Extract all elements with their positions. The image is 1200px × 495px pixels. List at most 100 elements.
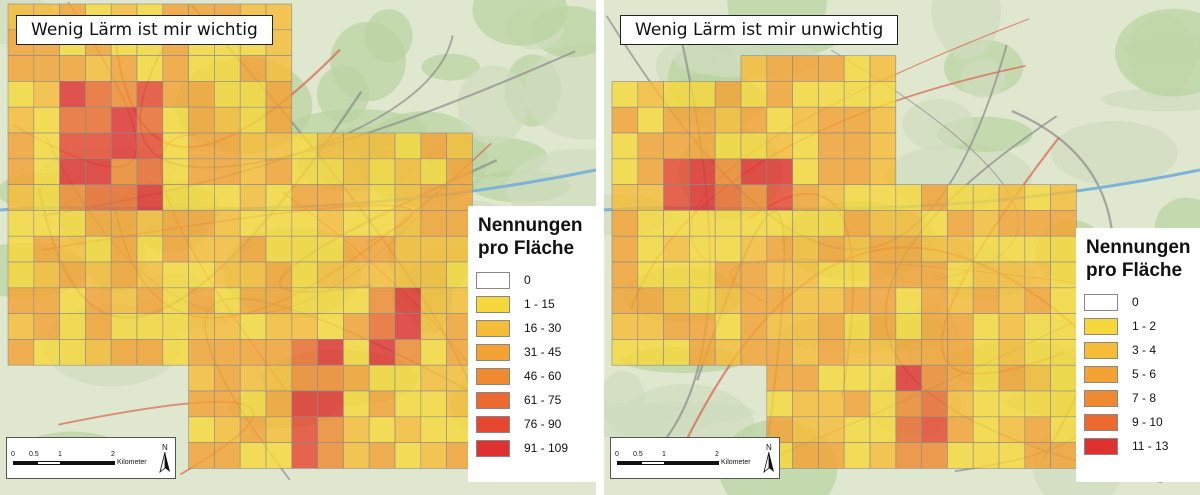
- grid-cell: [239, 210, 267, 237]
- grid-cell: [947, 364, 974, 392]
- grid-cell: [869, 210, 897, 237]
- grid-cell: [7, 106, 35, 134]
- grid-cell: [895, 442, 922, 469]
- grid-cell: [110, 106, 138, 134]
- grid-cell: [1024, 184, 1051, 211]
- grid-cell: [59, 55, 86, 82]
- grid-cell: [869, 364, 897, 392]
- grid-cell: [343, 313, 370, 340]
- grid-cell: [188, 106, 215, 134]
- grid-cell: [188, 261, 215, 289]
- grid-cell: [1050, 339, 1077, 366]
- legend-swatch: [476, 295, 510, 313]
- grid-cell: [291, 339, 318, 366]
- grid-cell: [239, 339, 267, 366]
- grid-cell: [239, 184, 267, 211]
- forest-area: [931, 0, 1001, 59]
- grid-cell: [343, 184, 370, 211]
- grid-cell: [998, 339, 1026, 366]
- grid-cell: [792, 106, 819, 134]
- grid-cell: [239, 158, 267, 185]
- grid-cell: [921, 313, 948, 340]
- grid-cell: [291, 158, 318, 185]
- grid-cell: [818, 132, 845, 160]
- grid-cell: [947, 339, 974, 366]
- grid-cell: [689, 210, 716, 237]
- legend-row: 7 - 8: [1084, 386, 1194, 410]
- grid-cell: [792, 132, 819, 160]
- grid-cell: [317, 158, 344, 185]
- grid-cell: [368, 416, 396, 443]
- grid-cell: [740, 132, 768, 160]
- grid-cell: [343, 158, 370, 185]
- grid-cell: [343, 442, 370, 469]
- grid-cell: [689, 106, 716, 134]
- grid-cell: [972, 390, 1000, 418]
- grid-cell: [214, 416, 241, 443]
- grid-cell: [265, 106, 293, 134]
- grid-cell: [33, 158, 60, 185]
- grid-cell: [1024, 313, 1051, 340]
- scale-tick-1: 1: [662, 451, 666, 458]
- grid-cell: [85, 339, 112, 366]
- grid-cell: [343, 287, 370, 314]
- grid-cell: [611, 287, 639, 314]
- forest-area: [1051, 120, 1178, 186]
- grid-cell: [265, 313, 293, 340]
- grid-cell: [1050, 390, 1077, 418]
- grid-cell: [7, 184, 35, 211]
- legend-rows: 0 1 - 15 16 - 30 31 - 45 46 - 60 61 - 75 76 - …: [476, 268, 586, 460]
- grid-cell: [394, 184, 422, 211]
- grid-cell: [921, 287, 948, 314]
- grid-cell: [368, 313, 396, 340]
- grid-cell: [33, 210, 60, 237]
- grid-cell: [766, 184, 793, 211]
- grid-cell: [394, 132, 422, 160]
- legend-swatch: [476, 343, 510, 361]
- grid-cell: [714, 261, 742, 289]
- grid-cell: [818, 210, 845, 237]
- grid-cell: [869, 287, 897, 314]
- legend-label: 3 - 4: [1132, 343, 1157, 357]
- map-panel-left: Wenig Lärm ist mir wichtig Nennungen pro…: [0, 0, 596, 495]
- grid-cell: [85, 81, 112, 108]
- grid-cell: [818, 261, 845, 289]
- grid-cell: [33, 81, 60, 108]
- map-panel-right: Wenig Lärm ist mir unwichtig Nennungen p…: [604, 0, 1200, 495]
- grid-cell: [59, 158, 86, 185]
- grid-cell: [420, 390, 447, 418]
- grid-cell: [446, 158, 473, 185]
- grid-cell: [188, 158, 215, 185]
- grid-cell: [239, 132, 267, 160]
- legend-row: 46 - 60: [476, 364, 586, 388]
- grid-cell: [188, 132, 215, 160]
- grid-cell: [766, 235, 793, 263]
- grid-cell: [136, 106, 164, 134]
- legend-row: 31 - 45: [476, 340, 586, 364]
- grid-cell: [265, 235, 293, 263]
- grid-cell: [947, 210, 974, 237]
- grid-cell: [921, 390, 948, 418]
- grid-cell: [792, 364, 819, 392]
- grid-cell: [420, 210, 447, 237]
- grid-cell: [214, 210, 241, 237]
- grid-cell: [265, 55, 293, 82]
- legend-row: 91 - 109: [476, 436, 586, 460]
- grid-cell: [162, 235, 189, 263]
- grid-cell: [85, 210, 112, 237]
- grid-cell: [766, 313, 793, 340]
- grid-cell: [368, 339, 396, 366]
- grid-cell: [1024, 210, 1051, 237]
- legend-label: 0: [524, 273, 531, 287]
- grid-cell: [214, 313, 241, 340]
- grid-cell: [1024, 261, 1051, 289]
- forest-area: [902, 98, 974, 150]
- grid-cell: [869, 55, 897, 82]
- grid-cell: [766, 210, 793, 237]
- grid-cell: [188, 184, 215, 211]
- grid-cell: [714, 235, 742, 263]
- legend-label: 31 - 45: [524, 345, 562, 359]
- grid-cell: [394, 442, 422, 469]
- grid-cell: [689, 158, 716, 185]
- grid-cell: [998, 364, 1026, 392]
